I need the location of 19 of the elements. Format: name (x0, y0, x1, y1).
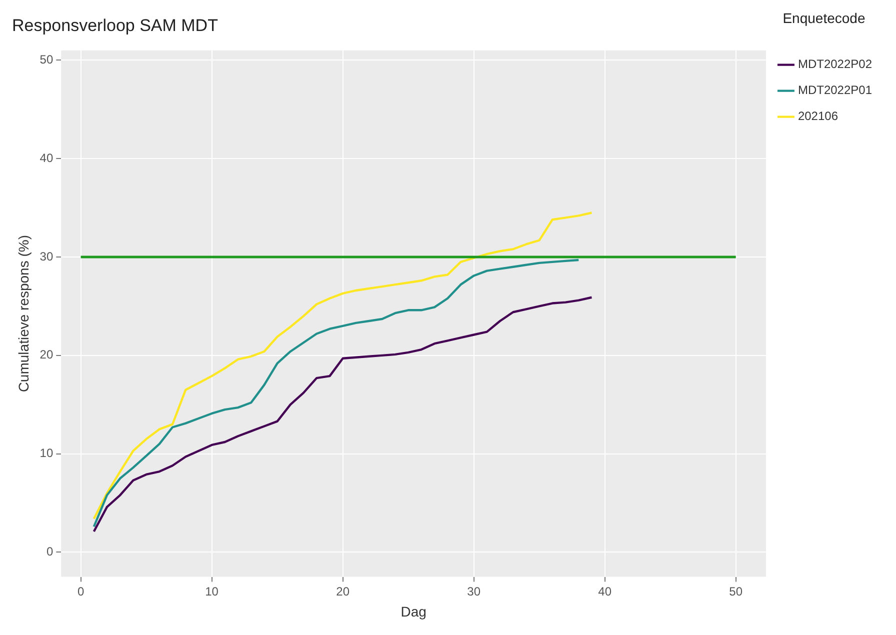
y-tick-label: 30 (40, 249, 54, 264)
x-tick-label: 50 (729, 584, 743, 598)
y-tick-label: 10 (40, 446, 54, 460)
x-tick-label: 30 (467, 584, 481, 598)
x-tick-label: 10 (205, 584, 219, 598)
legend-label: MDT2022P01 (798, 83, 872, 98)
y-tick-label: 0 (46, 544, 54, 559)
legend-label: 202106 (798, 109, 838, 124)
y-tick-label: 40 (40, 150, 54, 165)
x-tick-label: 40 (598, 584, 612, 598)
x-axis-title: Dag (400, 603, 426, 620)
y-tick-label: 20 (40, 348, 54, 362)
legend-label: MDT2022P02 (798, 57, 872, 72)
y-axis-title: Cumulatieve respons (%) (15, 235, 32, 392)
x-tick-label: 20 (336, 584, 350, 598)
chart-title: Responsverloop SAM MDT (12, 16, 218, 35)
legend-title: Enquetecode (782, 10, 866, 26)
x-tick-label: 0 (77, 584, 84, 598)
y-tick-label: 50 (40, 52, 54, 67)
